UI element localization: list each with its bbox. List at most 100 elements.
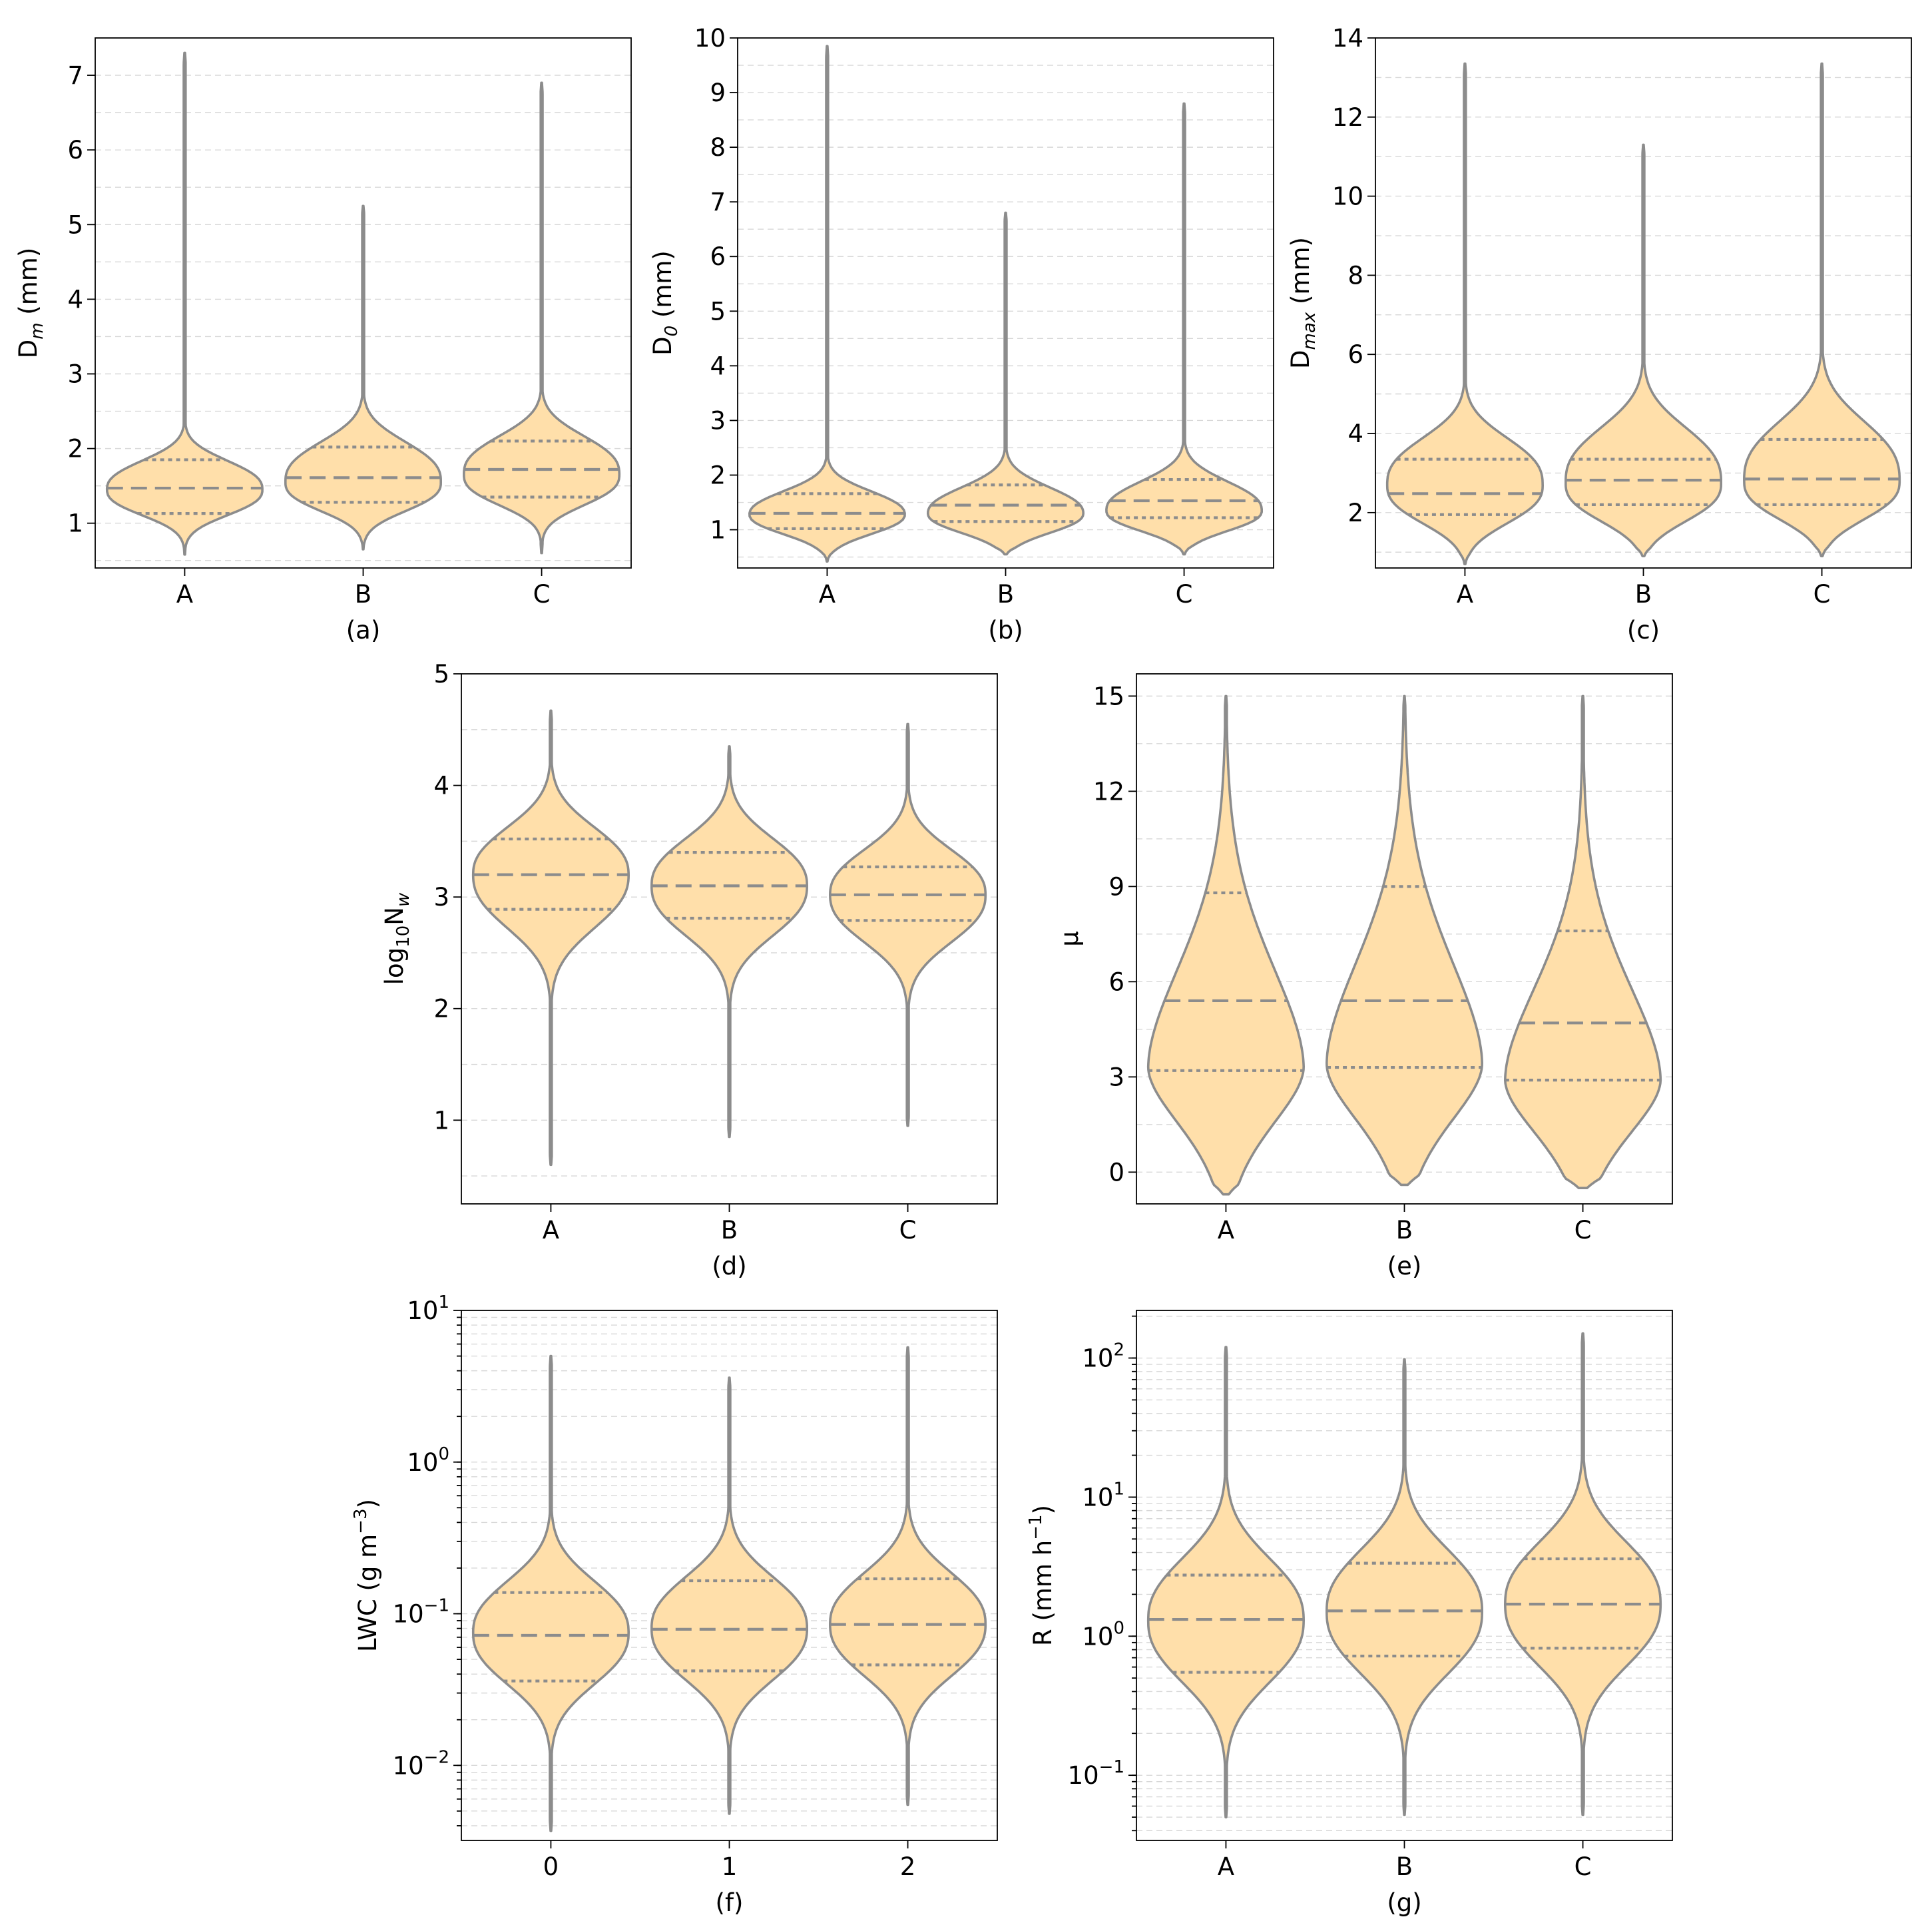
- y-tick-label: 3: [67, 360, 83, 389]
- y-tick-label: 4: [67, 285, 83, 314]
- x-tick-label: C: [1813, 580, 1831, 609]
- x-tick-label: A: [1218, 1216, 1234, 1244]
- x-tick-label: 1: [722, 1852, 738, 1881]
- x-tick-label: C: [533, 580, 551, 609]
- y-tick-label: 6: [67, 136, 83, 164]
- violin-g-C: [1504, 1332, 1662, 1816]
- y-tick-label: 100: [407, 1444, 449, 1477]
- y-tick-label: 6: [710, 242, 726, 271]
- violin-e-B: [1326, 694, 1483, 1187]
- x-tick-label: C: [1574, 1216, 1592, 1244]
- y-tick-label: 5: [433, 660, 449, 688]
- violin-a-B: [284, 204, 442, 551]
- x-tick-label: 0: [543, 1852, 559, 1881]
- y-tick-label: 4: [710, 352, 726, 380]
- y-tick-label: 12: [1093, 777, 1124, 806]
- violin-d-B: [650, 745, 808, 1139]
- y-tick-label: 2: [1347, 499, 1363, 527]
- x-tick-label: B: [1635, 580, 1652, 609]
- x-tick-label: B: [721, 1216, 738, 1244]
- y-tick-label: 3: [433, 883, 449, 912]
- violin-e-A: [1146, 694, 1305, 1196]
- y-tick-label: 9: [710, 79, 726, 107]
- y-tick-label: 6: [1347, 340, 1363, 369]
- y-tick-label: 10−1: [393, 1596, 449, 1629]
- x-tick-label: C: [1574, 1852, 1592, 1881]
- y-axis-label: log10Nw: [380, 892, 413, 985]
- y-axis-label: R (mm h−1): [1026, 1505, 1057, 1646]
- violin-g-A: [1146, 1346, 1305, 1818]
- y-tick-label: 4: [433, 772, 449, 800]
- violin-b-B: [927, 211, 1085, 556]
- panel-label: (a): [346, 616, 381, 645]
- y-tick-label: 1: [710, 516, 726, 545]
- y-tick-label: 5: [67, 210, 83, 239]
- y-tick-label: 14: [1332, 24, 1363, 53]
- violin-b-A: [748, 45, 906, 563]
- panel-label: (b): [988, 616, 1023, 645]
- x-tick-label: A: [1457, 580, 1473, 609]
- violin-f-1: [650, 1376, 808, 1815]
- y-tick-label: 7: [67, 61, 83, 90]
- y-tick-label: 8: [1347, 261, 1363, 290]
- x-tick-label: B: [355, 580, 371, 609]
- y-tick-label: 15: [1093, 682, 1124, 710]
- x-tick-label: B: [1396, 1216, 1413, 1244]
- violin-d-A: [471, 709, 630, 1167]
- y-tick-label: 4: [1347, 419, 1363, 448]
- panel-d: 1 2 3 4 5 A B C (d) log10Nw: [380, 660, 998, 1280]
- x-tick-label: B: [997, 580, 1014, 609]
- violin-a-C: [463, 81, 621, 555]
- x-tick-label: A: [819, 580, 836, 609]
- y-axis-label: D0 (mm): [648, 250, 682, 356]
- y-tick-label: 6: [1108, 967, 1124, 996]
- y-tick-label: 10−2: [393, 1747, 449, 1780]
- panel-label: (c): [1627, 616, 1660, 645]
- y-tick-label: 101: [407, 1292, 449, 1325]
- y-axis-label: LWC (g m−3): [351, 1499, 382, 1652]
- panel-label: (e): [1387, 1252, 1422, 1280]
- violin-c-C: [1743, 62, 1901, 557]
- x-tick-label: A: [176, 580, 193, 609]
- y-tick-label: 10: [694, 24, 726, 53]
- violin-d-C: [829, 722, 987, 1127]
- panel-label: (d): [712, 1252, 746, 1280]
- y-tick-label: 5: [710, 297, 726, 326]
- x-tick-label: A: [543, 1216, 559, 1244]
- y-tick-label: 100: [1082, 1618, 1124, 1651]
- y-tick-label: 102: [1082, 1340, 1124, 1373]
- violin-e-C: [1504, 694, 1662, 1189]
- x-tick-label: 2: [900, 1852, 916, 1881]
- y-tick-label: 10: [1332, 182, 1363, 211]
- y-tick-label: 3: [1108, 1063, 1124, 1091]
- panel-label: (f): [716, 1888, 744, 1917]
- panel-e: 0 3 6 9 12 15 A B C (e) μ: [1055, 673, 1673, 1280]
- panel-b: 1 2 3 4 5 6 7 8 9 10 A B C (b) D0 (mm): [648, 24, 1274, 645]
- y-tick-label: 10−1: [1068, 1757, 1124, 1790]
- x-tick-label: A: [1218, 1852, 1234, 1881]
- panel-g: 10−1 100 101 102 A B C (g) R (mm h−1): [1026, 1310, 1673, 1917]
- violin-c-A: [1385, 62, 1544, 565]
- y-tick-label: 101: [1082, 1479, 1124, 1512]
- y-tick-label: 1: [67, 509, 83, 538]
- violin-a-A: [105, 51, 264, 556]
- y-tick-label: 2: [67, 435, 83, 463]
- panel-label: (g): [1387, 1888, 1421, 1917]
- y-tick-label: 12: [1332, 103, 1363, 132]
- y-tick-label: 9: [1108, 872, 1124, 901]
- panel-c: 2 4 6 8 10 12 14 A B C (c) Dmax (mm): [1286, 24, 1912, 645]
- y-tick-label: 2: [710, 461, 726, 489]
- panel-a: 1 2 3 4 5 6 7 A B C (a) Dm (mm): [14, 37, 632, 645]
- violin-c-B: [1565, 143, 1722, 557]
- y-axis-label: μ: [1055, 931, 1084, 947]
- violin-g-B: [1326, 1358, 1483, 1816]
- y-tick-label: 2: [433, 995, 449, 1023]
- y-axis-label: Dm (mm): [14, 248, 47, 359]
- violin-f-2: [829, 1346, 987, 1806]
- x-tick-label: B: [1396, 1852, 1413, 1881]
- y-tick-label: 0: [1108, 1158, 1124, 1187]
- y-tick-label: 7: [710, 188, 726, 216]
- x-tick-label: C: [1176, 580, 1193, 609]
